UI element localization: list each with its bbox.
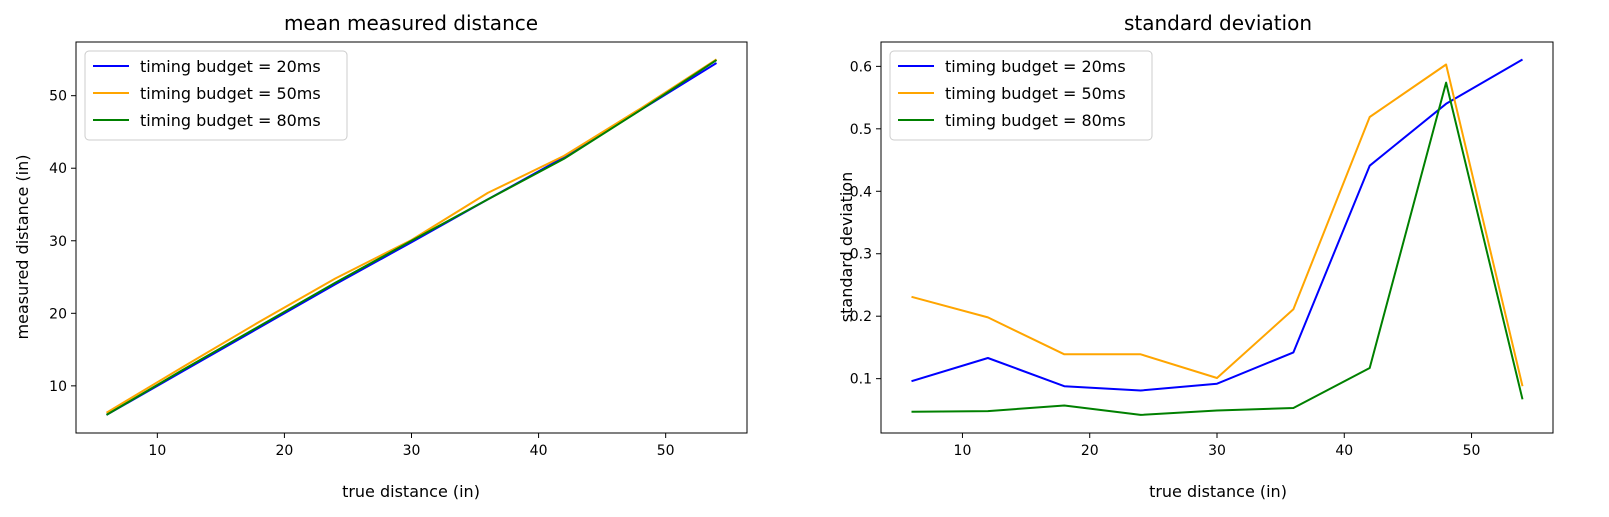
y-tick-label: 0.4 bbox=[850, 184, 872, 200]
legend: timing budget = 20ms timing budget = 50ms… bbox=[84, 50, 348, 141]
plot-title: standard deviation bbox=[1124, 11, 1312, 35]
legend-box bbox=[84, 50, 348, 141]
x-tick-label: 40 bbox=[530, 443, 548, 459]
standard-deviation-plot: standard deviation true distance (in) st… bbox=[837, 11, 1554, 501]
y-tick-label: 0.5 bbox=[850, 122, 872, 138]
series-line bbox=[911, 63, 1524, 387]
x-tick-label: 20 bbox=[1081, 443, 1099, 459]
series-line bbox=[911, 58, 1524, 392]
legend-label: timing budget = 20ms bbox=[140, 57, 321, 76]
plot-title: mean measured distance bbox=[284, 11, 538, 35]
y-tick-label: 0.1 bbox=[850, 372, 872, 388]
legend: timing budget = 20ms timing budget = 50ms… bbox=[889, 50, 1153, 141]
legend-label: timing budget = 50ms bbox=[140, 84, 321, 103]
x-tick-label: 10 bbox=[148, 443, 166, 459]
x-tick-label: 10 bbox=[954, 443, 972, 459]
legend-box bbox=[889, 50, 1153, 141]
x-tick-label: 30 bbox=[403, 443, 421, 459]
y-tick-label: 0.3 bbox=[850, 247, 872, 263]
x-tick-label: 30 bbox=[1208, 443, 1226, 459]
legend-label: timing budget = 50ms bbox=[945, 84, 1126, 103]
x-tick-label: 40 bbox=[1335, 443, 1353, 459]
series-line bbox=[105, 59, 718, 416]
legend-label: timing budget = 80ms bbox=[945, 111, 1126, 130]
y-tick-label: 30 bbox=[49, 234, 67, 250]
legend-label: timing budget = 80ms bbox=[140, 111, 321, 130]
legend-label: timing budget = 20ms bbox=[945, 57, 1126, 76]
x-tick-label: 50 bbox=[657, 443, 675, 459]
y-tick-label: 20 bbox=[49, 306, 67, 322]
x-axis-label: true distance (in) bbox=[1149, 482, 1287, 501]
y-tick-label: 10 bbox=[49, 379, 67, 395]
y-tick-label: 40 bbox=[49, 161, 67, 177]
x-axis-label: true distance (in) bbox=[342, 482, 480, 501]
y-axis-label: standard deviation bbox=[837, 172, 856, 322]
series-line bbox=[911, 81, 1524, 416]
y-axis-label: measured distance (in) bbox=[13, 155, 32, 340]
y-tick-label: 0.2 bbox=[850, 309, 872, 325]
y-tick-label: 0.6 bbox=[850, 59, 872, 75]
x-tick-label: 50 bbox=[1463, 443, 1481, 459]
mean-distance-plot: mean measured distance true distance (in… bbox=[13, 11, 748, 501]
x-tick-label: 20 bbox=[276, 443, 294, 459]
y-tick-label: 50 bbox=[49, 89, 67, 105]
